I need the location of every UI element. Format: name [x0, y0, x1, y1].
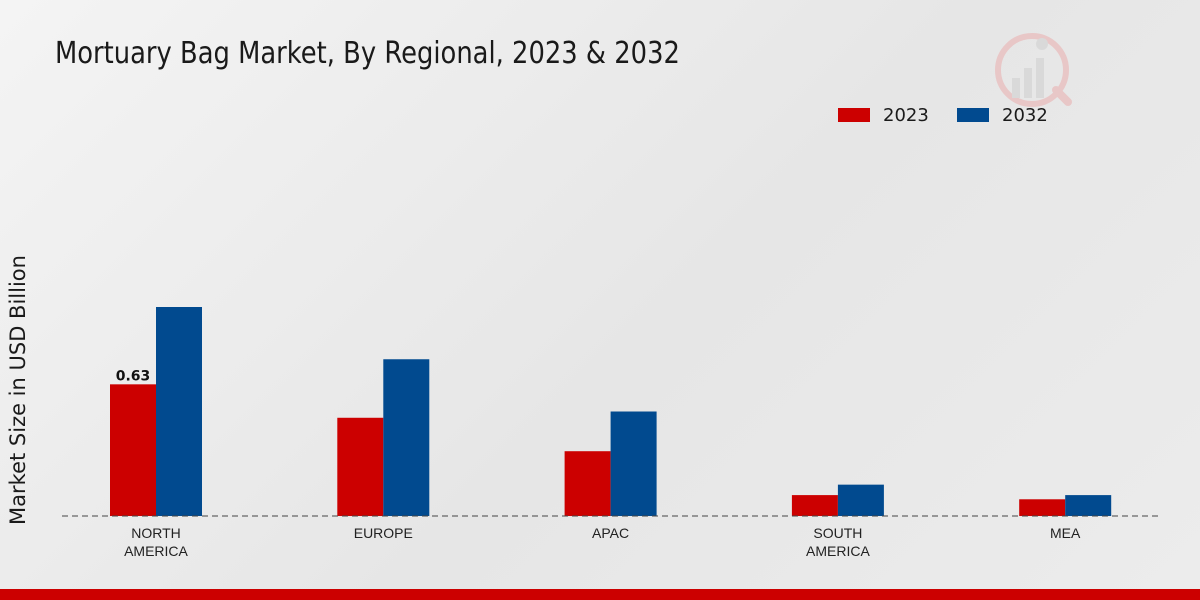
bar-2032-mea — [1065, 495, 1112, 516]
legend-item-2023: 2023 — [838, 104, 929, 126]
bar-2032-apac — [610, 411, 657, 516]
legend-swatch-2032 — [957, 108, 989, 122]
bottom-accent-bar — [0, 589, 1200, 600]
bar-2023-apac — [564, 451, 611, 516]
bar-2023-north-america — [110, 384, 156, 516]
bar-2032-europe — [383, 359, 430, 516]
x-tick-label: NORTH AMERICA — [124, 525, 188, 559]
bar-2032-north-america — [156, 307, 202, 516]
bar-2032-south-america — [837, 484, 884, 516]
x-tick-label: APAC — [592, 525, 629, 541]
data-label: 0.63 — [116, 368, 151, 384]
legend-item-2032: 2032 — [957, 104, 1048, 126]
brand-logo-icon — [990, 28, 1080, 113]
chart-title: Mortuary Bag Market, By Regional, 2023 &… — [55, 36, 680, 71]
bar-2023-europe — [337, 417, 384, 516]
bar-2023-south-america — [791, 495, 838, 516]
bar-2023-mea — [1019, 499, 1066, 516]
legend-label-2023: 2023 — [883, 104, 929, 126]
legend-swatch-2023 — [838, 108, 870, 122]
x-tick-label: MEA — [1050, 525, 1081, 541]
x-tick-label: SOUTH AMERICA — [806, 525, 870, 559]
x-tick-label: EUROPE — [354, 525, 413, 541]
legend-label-2032: 2032 — [1002, 104, 1048, 126]
